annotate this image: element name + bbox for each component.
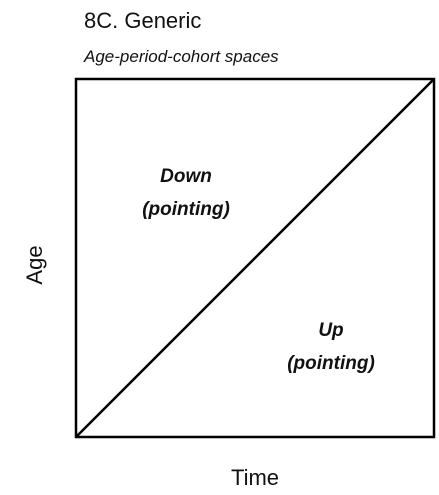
y-axis-label: Age: [22, 245, 47, 284]
apc-square: [74, 77, 436, 439]
title: 8C. Generic: [84, 8, 201, 33]
x-axis-label: Time: [231, 465, 279, 490]
region-label: Down: [160, 166, 212, 187]
diagonal: [75, 78, 435, 438]
region-label: Up: [318, 320, 343, 341]
region-label: (pointing): [142, 199, 230, 220]
region-label: (pointing): [287, 353, 375, 374]
subtitle: Age-period-cohort spaces: [83, 47, 279, 66]
